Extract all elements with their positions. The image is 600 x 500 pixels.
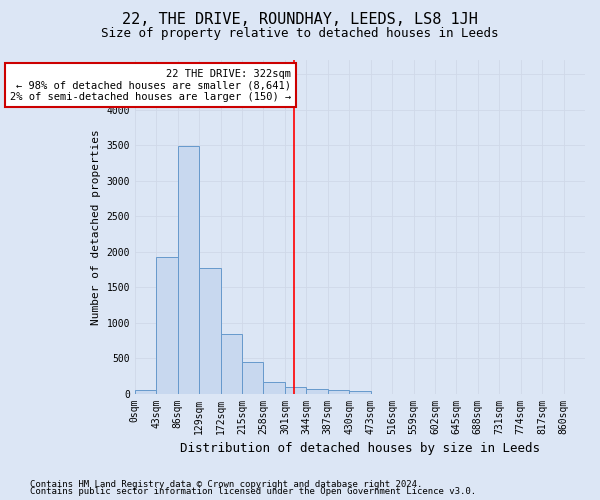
Bar (156, 258, 178, 394)
Text: 22, THE DRIVE, ROUNDHAY, LEEDS, LS8 1JH: 22, THE DRIVE, ROUNDHAY, LEEDS, LS8 1JH (122, 12, 478, 28)
Bar (307, 390, 328, 394)
Text: Size of property relative to detached houses in Leeds: Size of property relative to detached ho… (101, 28, 499, 40)
Y-axis label: Number of detached properties: Number of detached properties (91, 129, 101, 324)
X-axis label: Distribution of detached houses by size in Leeds: Distribution of detached houses by size … (180, 442, 540, 455)
Text: Contains HM Land Registry data © Crown copyright and database right 2024.: Contains HM Land Registry data © Crown c… (30, 480, 422, 489)
Bar (199, 268, 221, 394)
Bar (349, 392, 371, 394)
Bar (328, 390, 349, 394)
Bar (221, 334, 242, 394)
Bar (263, 382, 285, 394)
Text: Contains public sector information licensed under the Open Government Licence v3: Contains public sector information licen… (30, 487, 476, 496)
Bar (242, 362, 263, 394)
Text: 22 THE DRIVE: 322sqm
← 98% of detached houses are smaller (8,641)
2% of semi-det: 22 THE DRIVE: 322sqm ← 98% of detached h… (10, 68, 291, 102)
Bar (285, 387, 307, 394)
Bar (135, 390, 156, 394)
Bar (178, 146, 199, 394)
